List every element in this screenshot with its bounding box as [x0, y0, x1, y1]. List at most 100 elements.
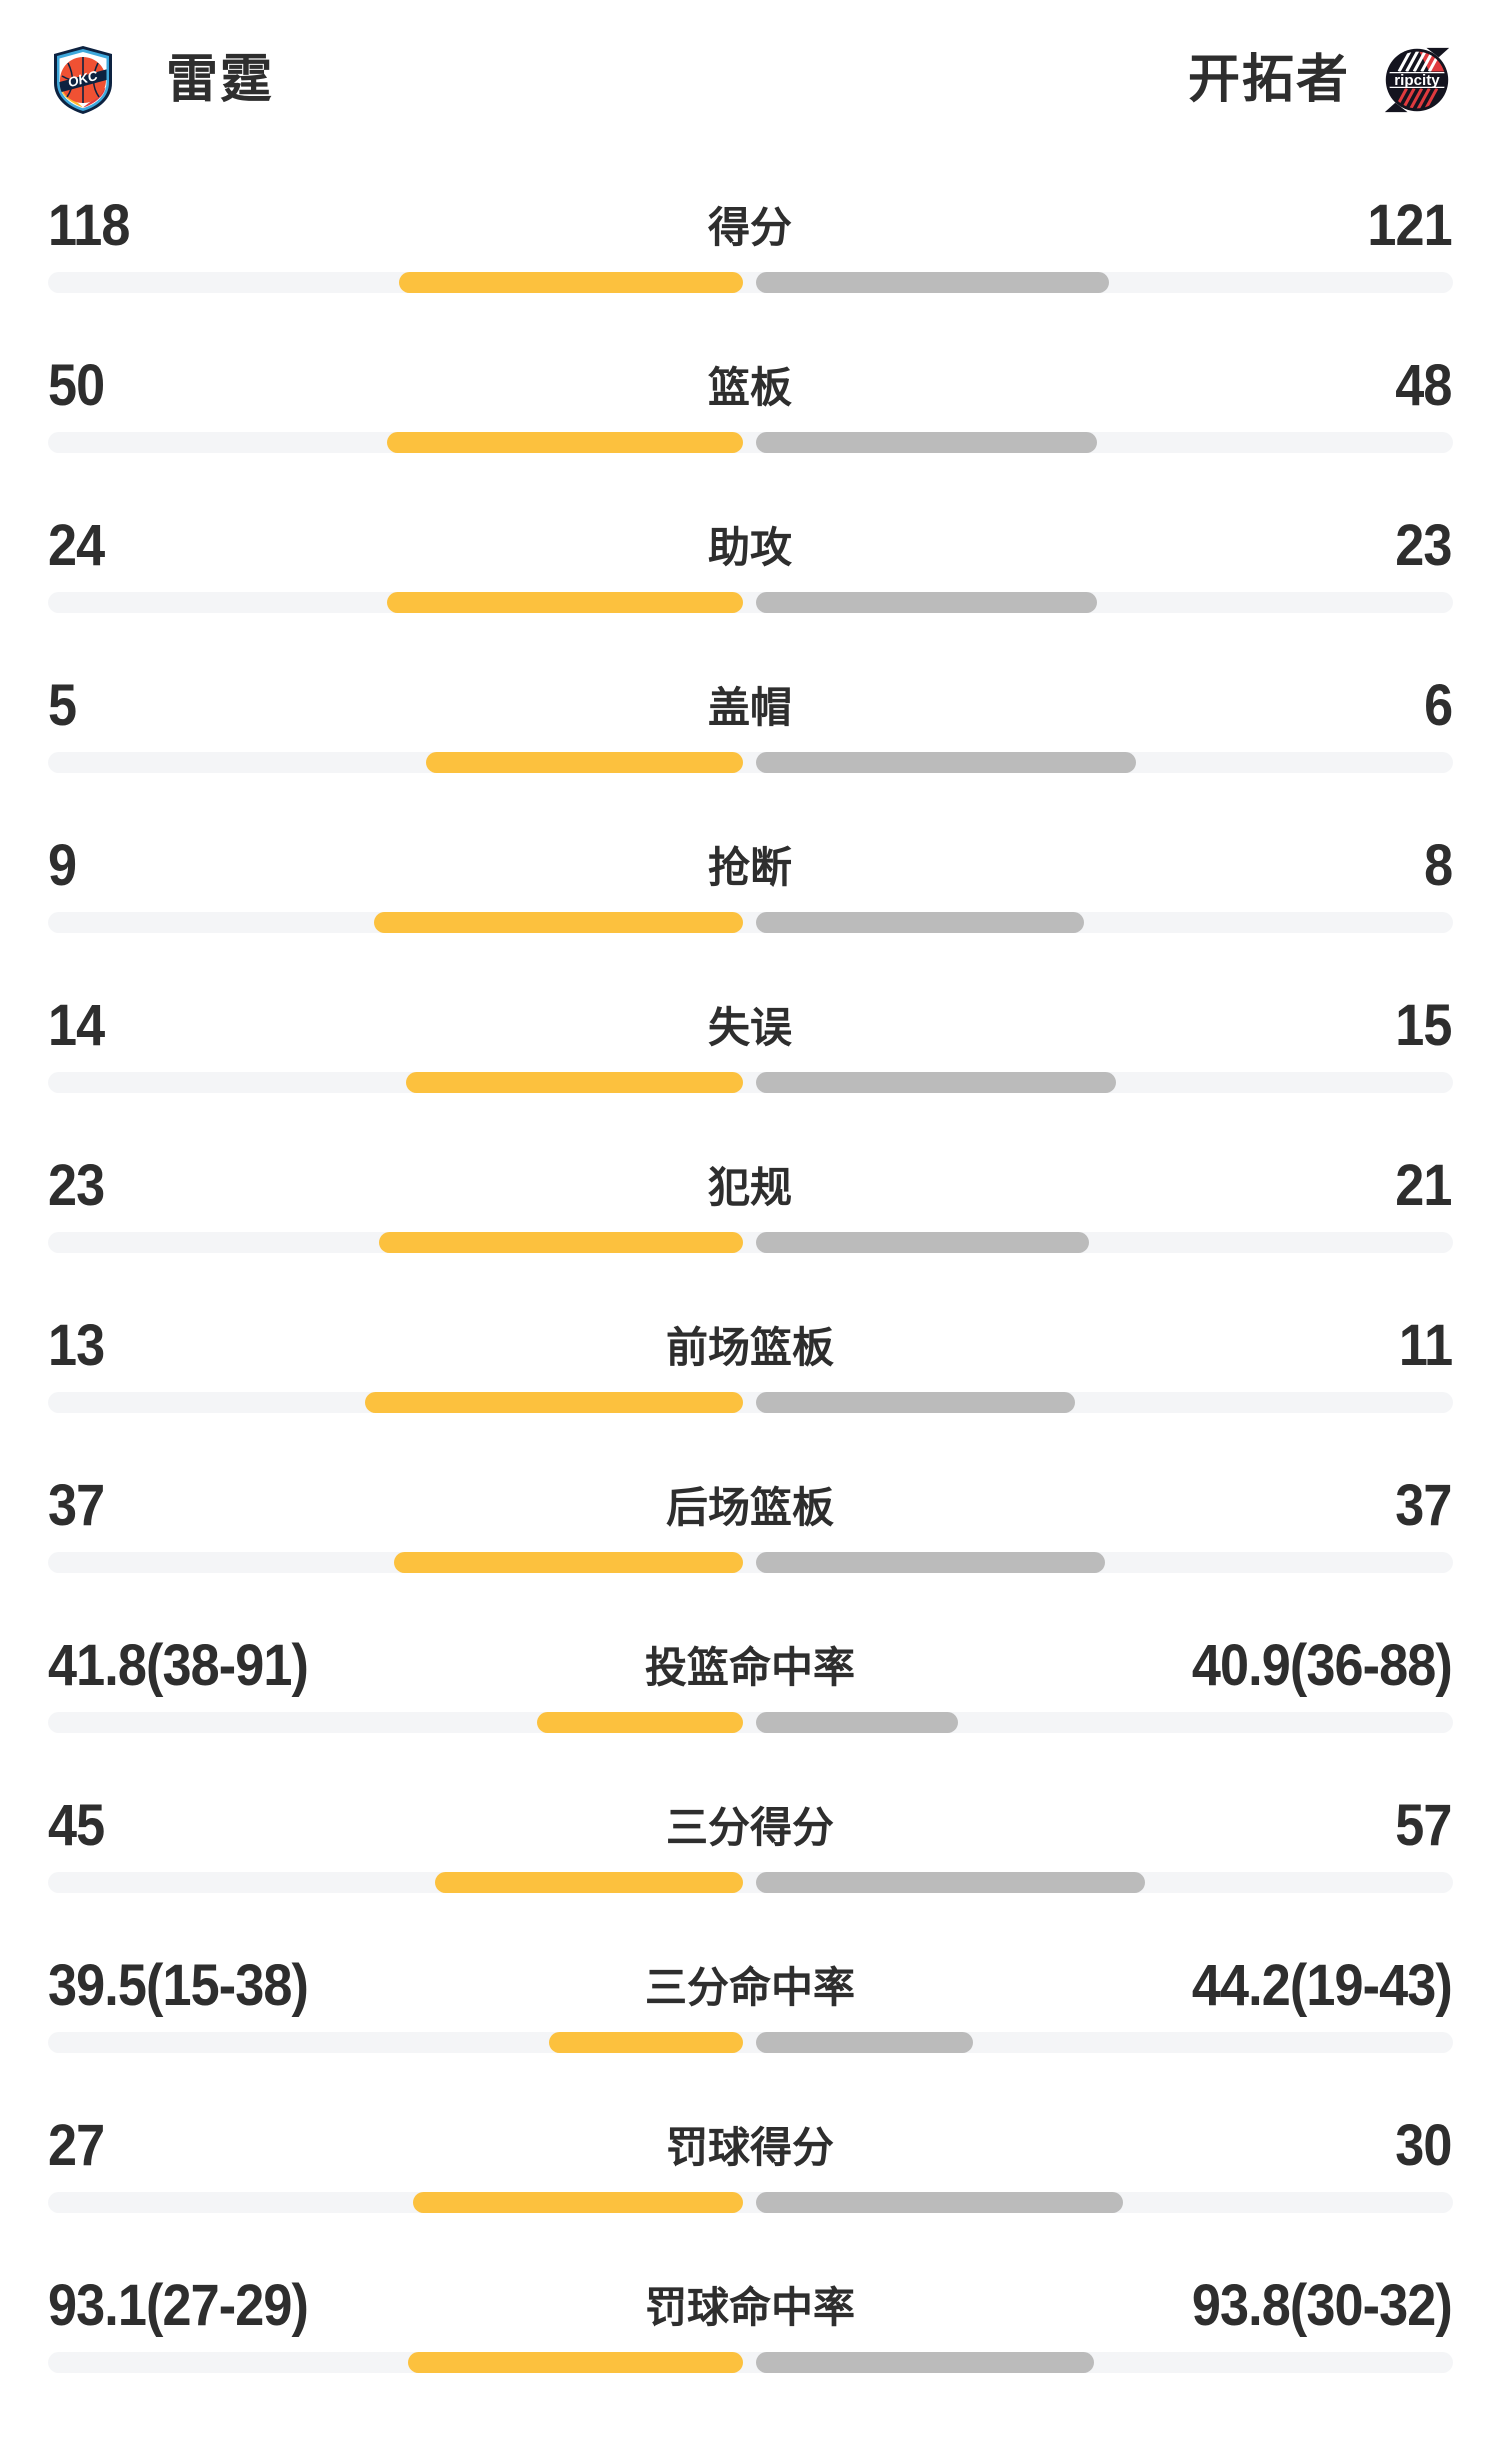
stat-bar-track	[48, 432, 1453, 453]
stat-value-right: 93.8(30-32)	[1192, 2273, 1453, 2338]
stat-label: 篮板	[707, 364, 792, 411]
stat-label: 三分命中率	[644, 1964, 855, 2011]
stat-value-right: 8	[1423, 833, 1453, 898]
stat-row: 41.8(38-91) 投篮命中率 40.9(36-88)	[0, 1637, 1500, 1803]
stat-row: 14 失误 15	[0, 997, 1500, 1163]
stat-bar-right-team	[756, 752, 1136, 773]
stat-bar-right-team	[756, 1392, 1075, 1413]
stat-bar-right-team	[756, 1232, 1089, 1253]
team-left-name: 雷霆	[166, 51, 275, 109]
stat-bar-left-team	[413, 2192, 743, 2213]
stat-bar-left-team	[387, 432, 743, 453]
team-right-name: 开拓者	[1187, 51, 1350, 109]
stat-value-left: 14	[48, 993, 105, 1058]
stat-bar-left-team	[374, 912, 743, 933]
stat-bar-left-team	[379, 1232, 743, 1253]
stat-value-left: 27	[48, 2113, 105, 2178]
stat-bar-left-team	[399, 272, 743, 293]
stat-value-right: 57	[1395, 1793, 1453, 1858]
stat-bar-left-team	[549, 2032, 743, 2053]
stat-value-left: 39.5(15-38)	[48, 1953, 309, 2018]
stat-value-left: 23	[48, 1153, 105, 1218]
stat-label: 得分	[707, 204, 792, 251]
stat-bar-right-team	[756, 432, 1097, 453]
stat-bar-right-team	[756, 272, 1109, 293]
stat-label: 投篮命中率	[644, 1644, 855, 1691]
stat-row: 45 三分得分 57	[0, 1797, 1500, 1963]
stat-value-right: 15	[1395, 993, 1453, 1058]
stat-bar-right-team	[756, 2352, 1094, 2373]
team-left[interactable]: OKC 雷霆	[48, 45, 274, 115]
okc-thunder-logo-icon: OKC	[48, 45, 118, 115]
stat-label: 抢断	[707, 844, 792, 891]
stat-bar-track	[48, 1232, 1453, 1253]
stat-label: 后场篮板	[665, 1484, 834, 1531]
stat-bar-left-team	[435, 1872, 743, 1893]
stat-bar-right-team	[756, 1872, 1145, 1893]
stat-label: 助攻	[707, 524, 792, 571]
stat-row: 39.5(15-38) 三分命中率 44.2(19-43)	[0, 1957, 1500, 2123]
stat-value-left: 45	[48, 1793, 105, 1858]
stat-row: 24 助攻 23	[0, 517, 1500, 683]
stat-value-right: 37	[1395, 1473, 1453, 1538]
stat-value-right: 23	[1395, 513, 1453, 578]
stat-bar-track	[48, 1552, 1453, 1573]
stat-row: 93.1(27-29) 罚球命中率 93.8(30-32)	[0, 2277, 1500, 2443]
stat-bar-track	[48, 912, 1453, 933]
stat-bar-left-team	[406, 1072, 743, 1093]
stat-bar-track	[48, 2032, 1453, 2053]
stat-bar-track	[48, 2192, 1453, 2213]
stat-bar-track	[48, 1392, 1453, 1413]
stat-value-right: 40.9(36-88)	[1192, 1633, 1453, 1698]
stat-bar-right-team	[756, 912, 1084, 933]
stat-bar-track	[48, 752, 1453, 773]
stat-value-right: 121	[1367, 193, 1453, 258]
stat-row: 9 抢断 8	[0, 837, 1500, 1003]
ripcity-logo-text: ripcity	[1394, 72, 1440, 89]
stat-value-left: 41.8(38-91)	[48, 1633, 309, 1698]
stat-row: 37 后场篮板 37	[0, 1477, 1500, 1643]
stat-bar-left-team	[365, 1392, 743, 1413]
stat-bar-left-team	[387, 592, 743, 613]
stat-label: 盖帽	[707, 684, 792, 731]
stat-label: 前场篮板	[665, 1324, 834, 1371]
stat-row: 23 犯规 21	[0, 1157, 1500, 1323]
stat-bar-track	[48, 1072, 1453, 1093]
stat-bar-right-team	[756, 2032, 973, 2053]
stat-bar-left-team	[408, 2352, 743, 2373]
stat-value-left: 5	[48, 673, 77, 738]
stat-value-left: 9	[48, 833, 77, 898]
stat-value-left: 37	[48, 1473, 105, 1538]
stat-label: 三分得分	[665, 1804, 834, 1851]
stat-bar-right-team	[756, 1072, 1116, 1093]
stat-bar-right-team	[756, 2192, 1123, 2213]
stat-value-right: 30	[1395, 2113, 1453, 2178]
stat-value-right: 6	[1423, 673, 1453, 738]
stat-bar-track	[48, 592, 1453, 613]
blazers-ripcity-logo-icon: ripcity	[1382, 45, 1452, 115]
stat-bar-track	[48, 2352, 1453, 2373]
stat-value-right: 48	[1395, 353, 1453, 418]
stat-row: 27 罚球得分 30	[0, 2117, 1500, 2283]
stat-bar-right-team	[756, 592, 1097, 613]
stat-bar-track	[48, 1712, 1453, 1733]
team-right[interactable]: 开拓者	[1188, 45, 1452, 115]
stat-row: 13 前场篮板 11	[0, 1317, 1500, 1483]
stat-row: 118 得分 121	[0, 197, 1500, 363]
stat-label: 罚球得分	[665, 2124, 834, 2171]
stat-row: 5 盖帽 6	[0, 677, 1500, 843]
stat-label: 犯规	[707, 1164, 792, 1211]
stat-label: 失误	[707, 1004, 792, 1051]
stat-bar-left-team	[394, 1552, 743, 1573]
stat-label: 罚球命中率	[644, 2284, 855, 2331]
stat-bar-right-team	[756, 1712, 958, 1733]
stat-value-left: 50	[48, 353, 105, 418]
stat-bar-left-team	[537, 1712, 743, 1733]
stat-bar-left-team	[426, 752, 743, 773]
stat-value-left: 13	[48, 1313, 105, 1378]
match-header: OKC 雷霆 开拓者	[48, 45, 1452, 115]
stat-bar-right-team	[756, 1552, 1105, 1573]
stat-value-left: 24	[48, 513, 105, 578]
stats-list: 118 得分 121 50 篮板 48 24 助攻 23 5 盖帽 6 9 抢断…	[0, 197, 1500, 2443]
stat-bar-track	[48, 272, 1453, 293]
